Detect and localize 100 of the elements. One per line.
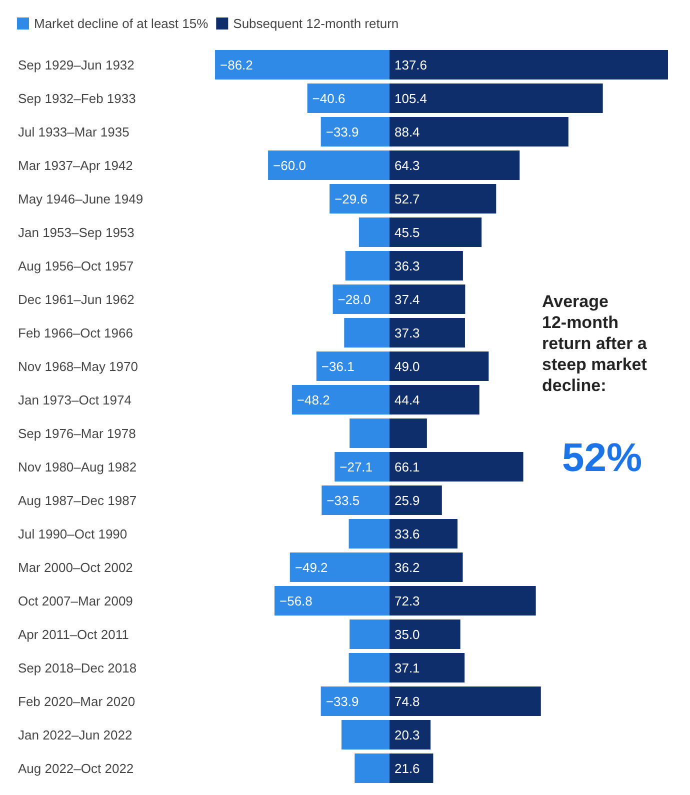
bar xyxy=(389,686,541,716)
data-label: 64.3 xyxy=(394,158,420,173)
bar xyxy=(389,519,458,548)
data-label: 25.9 xyxy=(394,492,420,508)
data-label: 35.0 xyxy=(394,626,420,642)
y-tick-label: Oct 2007–Mar 2009 xyxy=(18,593,133,608)
data-label: 21.6 xyxy=(394,760,420,776)
y-tick-label: Dec 1961–Jun 1962 xyxy=(18,292,134,307)
bar xyxy=(350,418,390,448)
data-label: 20.3 xyxy=(394,727,420,742)
bar xyxy=(389,352,489,381)
data-label: −29.6 xyxy=(334,191,368,206)
bar xyxy=(215,50,390,80)
bar xyxy=(389,218,482,247)
bar xyxy=(389,184,496,214)
bar xyxy=(292,385,390,414)
data-label: 37.4 xyxy=(394,292,420,307)
data-label: 52.7 xyxy=(394,191,420,206)
bar xyxy=(389,50,668,80)
bar xyxy=(307,84,390,113)
data-label: −56.8 xyxy=(280,593,312,608)
annotation: Average 12-month return after a steep market decline: xyxy=(542,292,652,395)
bar xyxy=(389,84,603,113)
data-label: 33.6 xyxy=(394,526,420,542)
y-tick-label: Sep 1932–Feb 1933 xyxy=(18,90,136,106)
data-label: −33.9 xyxy=(326,124,359,140)
y-tick-label: Aug 2022–Oct 2022 xyxy=(18,760,134,776)
y-tick-label: Nov 1980–Aug 1982 xyxy=(18,459,137,474)
bar xyxy=(389,486,442,515)
bar xyxy=(389,552,463,582)
data-label: 44.4 xyxy=(394,392,420,408)
data-label: −33.5 xyxy=(326,492,360,508)
data-label: 36.3 xyxy=(394,258,420,274)
y-tick-label: Mar 2000–Oct 2002 xyxy=(18,560,133,575)
bar xyxy=(354,754,390,783)
bar xyxy=(348,653,390,682)
y-tick-label: Jul 1933–Mar 1935 xyxy=(18,124,130,140)
data-label: 49.0 xyxy=(394,358,420,374)
data-label: −40.6 xyxy=(312,90,346,106)
data-label: 36.2 xyxy=(394,560,420,575)
y-tick-label: Apr 2011–Oct 2011 xyxy=(18,626,129,642)
y-tick-label: Nov 1968–May 1970 xyxy=(18,358,138,374)
data-label: −60.0 xyxy=(273,158,306,173)
bar xyxy=(389,385,480,414)
bar xyxy=(320,686,390,716)
legend-label: Market decline of at least 15% xyxy=(34,16,209,31)
bar xyxy=(389,150,520,180)
y-tick-label: Feb 2020–Mar 2020 xyxy=(18,694,136,709)
y-tick-label: Sep 2018–Dec 2018 xyxy=(18,660,137,676)
bar xyxy=(344,318,390,348)
bar xyxy=(389,251,463,280)
data-label: −49.2 xyxy=(294,560,328,575)
data-label: −36.1 xyxy=(321,358,354,374)
bar xyxy=(345,251,390,280)
bar xyxy=(334,452,390,482)
data-label: 37.1 xyxy=(394,660,420,676)
y-tick-label: Jan 1973–Oct 1974 xyxy=(18,392,132,408)
bar xyxy=(290,552,390,582)
bar xyxy=(389,418,427,448)
bar xyxy=(389,452,524,482)
bar xyxy=(389,284,466,314)
bar xyxy=(389,117,568,146)
bar xyxy=(330,184,390,214)
bar xyxy=(389,653,465,682)
y-tick-label: Jul 1990–Oct 1990 xyxy=(18,526,128,542)
data-label: −33.9 xyxy=(326,694,359,709)
bar xyxy=(389,620,460,649)
y-tick-label: Sep 1929–Jun 1932 xyxy=(18,57,134,72)
bar xyxy=(320,117,390,146)
data-label: 45.5 xyxy=(394,224,420,240)
y-tick-label: Sep 1976–Mar 1978 xyxy=(18,426,136,441)
bar xyxy=(316,352,390,381)
bar xyxy=(274,586,390,616)
y-tick-label: May 1946–June 1949 xyxy=(18,191,144,206)
y-tick-label: Aug 1987–Dec 1987 xyxy=(18,492,137,508)
bar xyxy=(350,620,390,649)
y-tick-label: Mar 1937–Apr 1942 xyxy=(18,158,133,173)
bar xyxy=(348,519,390,548)
data-label: 74.8 xyxy=(394,694,420,709)
data-label: 105.4 xyxy=(394,90,428,106)
data-label: −28.0 xyxy=(338,292,371,307)
data-label: 137.6 xyxy=(394,57,428,72)
data-label: −86.2 xyxy=(220,57,253,72)
bar xyxy=(389,318,465,348)
y-tick-label: Jan 1953–Sep 1953 xyxy=(18,224,134,240)
y-tick-label: Jan 2022–Jun 2022 xyxy=(18,727,132,742)
legend-label: Subsequent 12-month return xyxy=(233,16,399,31)
bar xyxy=(389,720,431,750)
data-label: 66.1 xyxy=(394,459,420,474)
data-label: −27.1 xyxy=(340,459,373,474)
data-label: 37.3 xyxy=(394,325,420,340)
bar xyxy=(389,586,536,616)
bar xyxy=(268,150,390,180)
data-label: 88.4 xyxy=(394,124,420,140)
y-tick-label: Aug 1956–Oct 1957 xyxy=(18,258,134,274)
bar xyxy=(389,754,434,783)
bar xyxy=(342,720,390,750)
bar xyxy=(358,218,390,247)
bar xyxy=(322,486,390,515)
y-tick-label: Feb 1966–Oct 1966 xyxy=(18,325,133,340)
